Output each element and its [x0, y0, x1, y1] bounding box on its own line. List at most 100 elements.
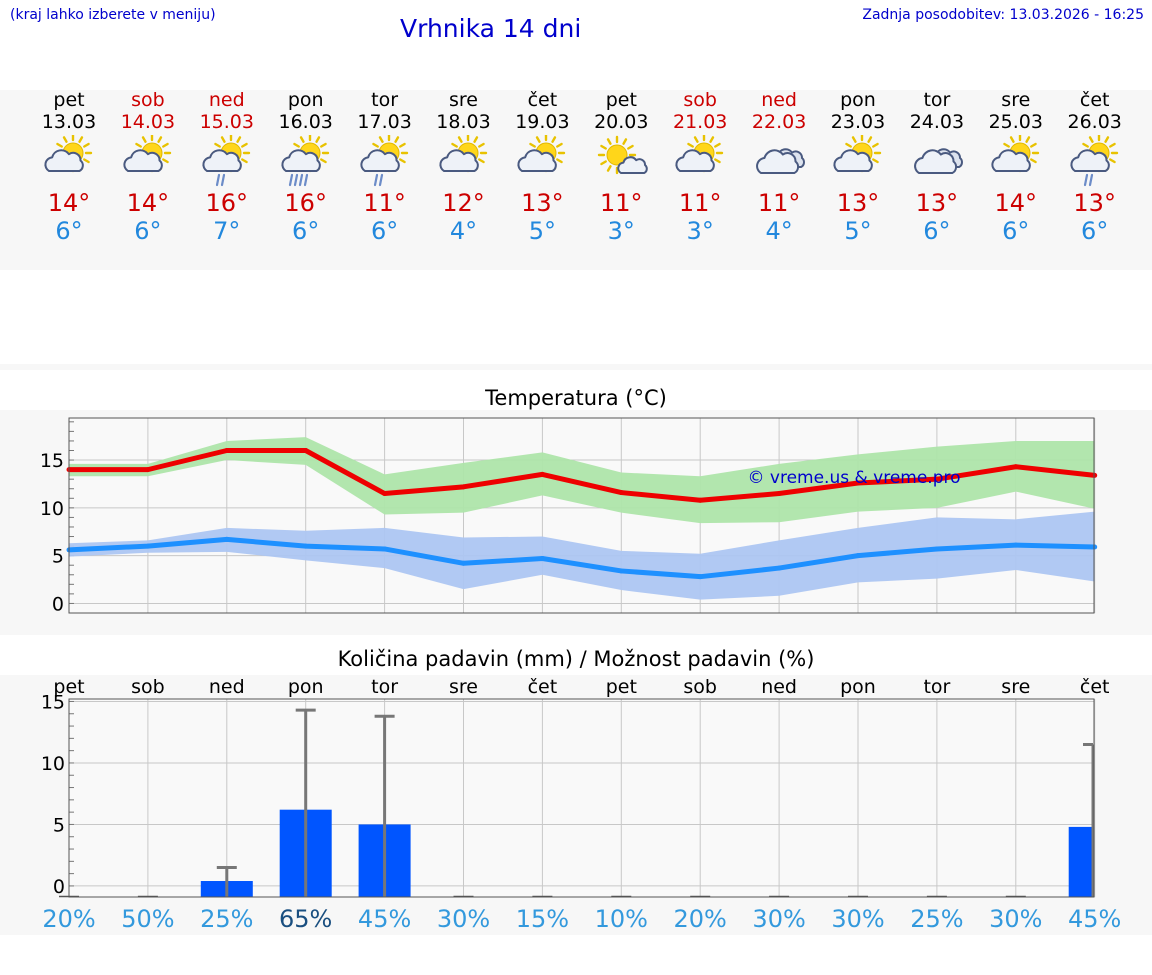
forecast-day: ned 15.03 16° 7° — [187, 89, 267, 245]
min-temperature-point — [145, 543, 151, 549]
day-date: 19.03 — [515, 111, 570, 133]
max-temperature: 11° — [678, 189, 722, 217]
day-name: tor — [371, 89, 399, 111]
forecast-panel — [0, 90, 1152, 270]
max-temperature: 11° — [600, 189, 643, 217]
y-tick-label: 15 — [40, 450, 64, 472]
precipitation-probability: 15% — [516, 905, 569, 933]
max-temperature: 13° — [915, 189, 959, 217]
day-label: tor — [371, 676, 398, 698]
partly-cloudy-icon — [833, 135, 882, 173]
day-date: 15.03 — [199, 111, 254, 133]
max-temperature-point — [539, 471, 545, 477]
day-date: 25.03 — [988, 111, 1043, 133]
min-temperature-point — [539, 556, 545, 562]
min-temperature-point — [776, 565, 782, 571]
forecast-day: pon 16.03 16° 6° — [266, 89, 346, 245]
max-temperature-point — [461, 484, 466, 490]
max-temperature: 13° — [521, 189, 564, 217]
y-tick-label: 5 — [52, 546, 64, 568]
min-temperature: 6° — [1081, 217, 1109, 245]
precipitation-probability: 20% — [42, 905, 95, 933]
max-temperature-point — [776, 491, 782, 497]
forecast-day: sob 14.03 14° 6° — [108, 89, 188, 245]
y-tick-label: 0 — [53, 876, 65, 898]
min-temperature: 3° — [686, 217, 714, 245]
sun-cloud-rain-icon — [360, 135, 408, 187]
min-temperature-point — [461, 560, 466, 566]
min-temperature-point — [934, 546, 940, 552]
day-label: sob — [683, 676, 717, 698]
max-temperature: 12° — [442, 189, 485, 217]
temperature-chart-title: Temperatura (°C) — [485, 386, 667, 410]
precipitation-probability: 30% — [831, 905, 884, 933]
plot-frame — [68, 417, 1095, 614]
min-temperature: 7° — [213, 217, 241, 245]
plot-frame — [68, 698, 1095, 898]
day-label: sre — [1001, 676, 1030, 698]
day-date: 22.03 — [751, 111, 807, 133]
day-date: 16.03 — [278, 111, 333, 133]
forecast-day: pon 23.03 13° 5° — [818, 89, 898, 245]
day-label: tor — [923, 676, 950, 698]
forecast-day: sob 21.03 11° 3° — [660, 89, 740, 245]
min-temperature: 6° — [923, 217, 951, 245]
min-temperature-point — [224, 536, 230, 542]
min-temperature-point — [618, 568, 624, 574]
min-temperature: 6° — [292, 217, 320, 245]
max-temperature-point — [224, 448, 230, 453]
location-hint: (kraj lahko izberete v meniju) — [10, 7, 216, 23]
max-temperature-point — [934, 476, 940, 482]
min-temperature-line — [68, 536, 1095, 580]
day-name: ned — [208, 89, 245, 111]
precipitation-probability: 25% — [200, 905, 253, 933]
day-date: 18.03 — [436, 111, 491, 133]
day-name: čet — [1079, 89, 1110, 111]
max-temperature-point — [855, 480, 861, 486]
day-name: sre — [1001, 89, 1031, 111]
precipitation-probability: 30% — [752, 905, 805, 933]
sun-cloud-heavy-rain-icon — [281, 135, 329, 187]
day-name: sre — [449, 89, 478, 111]
y-tick-label: 0 — [52, 593, 64, 615]
forecast-day: pet 20.03 11° 3° — [581, 89, 661, 245]
day-name: pet — [53, 89, 85, 111]
y-tick-label: 15 — [41, 691, 65, 713]
min-temperature: 3° — [607, 217, 635, 245]
page-title: Vrhnika 14 dni — [400, 14, 582, 43]
forecast-day: sre 18.03 12° 4° — [424, 89, 504, 245]
temperature-chart: 0 5 10 15 © vreme.us & vreme.pro — [40, 417, 1098, 615]
min-temperature: 6° — [370, 217, 399, 245]
max-temperature: 14° — [126, 189, 170, 217]
plot-area — [69, 699, 1094, 897]
forecast-day: tor 17.03 11° 6° — [345, 89, 425, 245]
day-name: tor — [923, 89, 951, 111]
partly-cloudy-icon — [517, 135, 566, 173]
max-temperature-point — [697, 497, 703, 503]
day-date: 13.03 — [41, 111, 97, 133]
forecast-day: čet 19.03 13° 5° — [502, 89, 582, 245]
min-temperature: 6° — [134, 217, 162, 245]
forecast-day: tor 24.03 13° 6° — [897, 89, 977, 245]
day-name: pon — [840, 89, 876, 111]
day-label: sob — [131, 676, 165, 698]
sun-cloud-rain-icon — [1070, 135, 1118, 187]
min-temperature-point — [382, 546, 388, 552]
max-temperature-point — [618, 490, 624, 496]
day-date: 21.03 — [672, 111, 728, 133]
min-temperature-point — [303, 543, 309, 549]
partly-cloudy-icon — [123, 135, 172, 173]
max-temperature: 11° — [363, 189, 406, 217]
day-name: sob — [683, 89, 717, 111]
partly-cloudy-icon — [991, 135, 1039, 173]
min-temperature: 5° — [844, 217, 872, 245]
min-temperature: 4° — [449, 217, 478, 245]
max-temperature-point — [303, 448, 309, 453]
partly-cloudy-icon — [44, 135, 93, 173]
precipitation-probability: 30% — [437, 905, 490, 933]
last-update: Zadnja posodobitev: 13.03.2026 - 16:25 — [862, 7, 1144, 23]
y-tick-label: 10 — [40, 498, 64, 520]
min-temperature-point — [1013, 542, 1019, 548]
day-name: pon — [287, 89, 324, 111]
max-temperature: 16° — [284, 189, 327, 217]
